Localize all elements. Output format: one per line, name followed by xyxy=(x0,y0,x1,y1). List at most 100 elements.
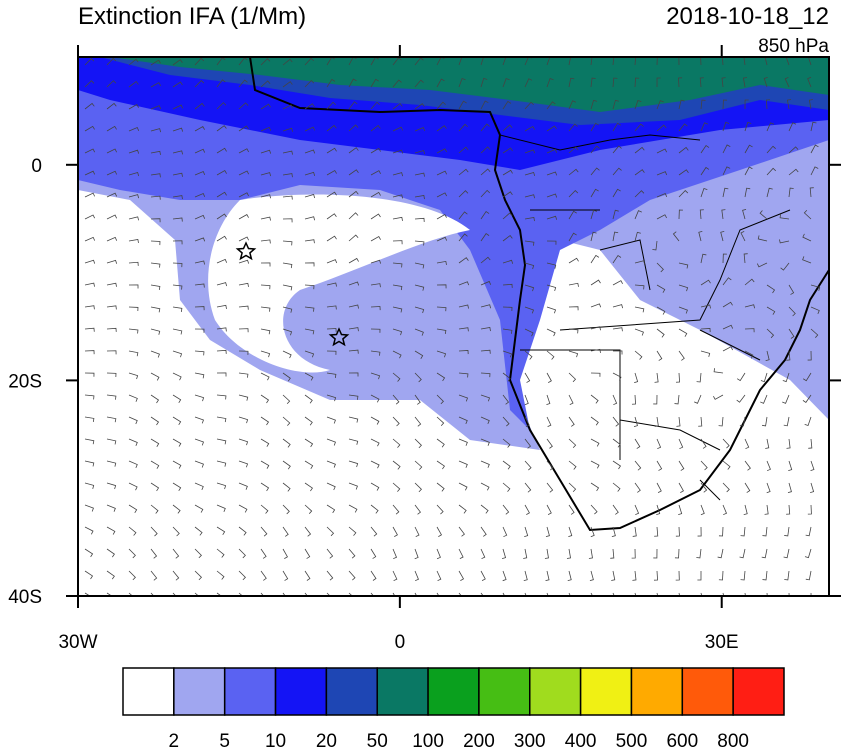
wind-barb xyxy=(698,231,703,242)
wind-barb xyxy=(128,394,138,402)
wind-barb xyxy=(480,548,486,560)
wind-barb xyxy=(304,504,313,514)
wind-barb xyxy=(392,394,400,405)
wind-barb xyxy=(326,169,337,176)
wind-barb xyxy=(392,240,403,245)
wind-barb xyxy=(722,460,731,470)
wind-barb xyxy=(700,99,706,110)
wind-barb xyxy=(172,217,183,222)
wind-barb xyxy=(172,195,183,200)
wind-barb xyxy=(804,548,812,559)
wind-barb xyxy=(392,350,402,359)
wind-barb xyxy=(766,328,775,339)
wind-barb xyxy=(194,237,206,242)
wind-barb xyxy=(348,416,359,423)
wind-barb xyxy=(612,145,622,154)
wind-barb xyxy=(348,327,359,332)
wind-barb xyxy=(150,504,159,514)
wind-barb xyxy=(370,438,380,447)
wind-barb xyxy=(238,148,249,154)
wind-barb xyxy=(326,438,336,446)
wind-barb xyxy=(304,103,315,110)
wind-barb xyxy=(436,394,444,405)
wind-barb xyxy=(106,192,118,198)
wind-barb xyxy=(722,482,730,493)
wind-barb xyxy=(304,57,314,66)
wind-barb xyxy=(612,254,622,264)
wind-barb xyxy=(480,77,488,88)
wind-barb xyxy=(128,284,139,289)
wind-barb xyxy=(480,416,490,425)
wind-barb xyxy=(238,102,249,110)
colorbar-box xyxy=(681,667,734,716)
wind-barb xyxy=(568,328,579,334)
wind-barb xyxy=(740,570,746,581)
wind-barb xyxy=(436,125,447,132)
wind-barb xyxy=(282,81,293,88)
wind-barb xyxy=(502,526,508,538)
wind-barb xyxy=(808,99,813,110)
wind-barb xyxy=(216,102,227,110)
wind-barb xyxy=(590,254,600,264)
wind-barb xyxy=(326,305,337,310)
wind-barb xyxy=(326,259,338,264)
wind-barb xyxy=(766,167,777,176)
wind-barb xyxy=(282,372,291,382)
valid-time: 2018-10-18_12 xyxy=(666,3,829,30)
y-tick-label: 20S xyxy=(8,371,42,392)
wind-barb xyxy=(612,482,621,492)
wind-barb xyxy=(282,173,293,178)
wind-barb xyxy=(524,194,536,199)
wind-barb xyxy=(634,438,641,449)
wind-barb xyxy=(458,504,467,514)
wind-barb xyxy=(370,504,379,514)
wind-barb xyxy=(392,172,404,177)
wind-barb xyxy=(766,482,771,494)
wind-barb xyxy=(194,482,204,491)
wind-barb xyxy=(546,240,557,245)
colorbar-label: 100 xyxy=(412,731,444,750)
wind-barb xyxy=(414,416,422,427)
wind-barb xyxy=(590,57,593,66)
wind-barb xyxy=(436,570,442,582)
wind-barb xyxy=(348,570,356,581)
wind-barb xyxy=(370,460,380,469)
wind-barb xyxy=(810,121,817,132)
wind-barb xyxy=(590,122,599,132)
wind-barb xyxy=(803,209,812,220)
wind-barb xyxy=(326,460,336,468)
wind-barb xyxy=(524,372,531,383)
wind-barb xyxy=(172,482,182,492)
wind-barb xyxy=(524,78,533,88)
wind-barb xyxy=(524,101,534,110)
colorbar-label: 50 xyxy=(367,731,388,750)
wind-barb xyxy=(282,416,291,426)
wind-barb xyxy=(744,304,756,309)
wind-barb xyxy=(502,438,511,448)
wind-barb xyxy=(238,460,249,468)
wind-barb xyxy=(370,101,380,110)
wind-barb xyxy=(326,101,336,110)
wind-barb xyxy=(696,548,702,559)
wind-barb xyxy=(656,171,668,176)
wind-barb xyxy=(544,548,549,559)
wind-barb xyxy=(106,482,117,490)
wind-barb xyxy=(612,99,619,110)
wind-barb xyxy=(282,460,291,470)
wind-barb xyxy=(810,306,820,315)
wind-barb xyxy=(370,350,381,356)
colorbar-label: 2 xyxy=(169,731,180,750)
wind-barb xyxy=(763,76,768,88)
wind-barb xyxy=(436,78,445,88)
wind-barb xyxy=(808,438,813,449)
wind-barb xyxy=(172,262,183,268)
wind-barb xyxy=(348,78,357,88)
wind-barb xyxy=(634,190,645,198)
wind-barb xyxy=(348,460,359,468)
colorbar-box xyxy=(427,667,480,716)
wind-barb xyxy=(128,570,136,581)
wind-barb xyxy=(786,99,792,110)
wind-barb xyxy=(84,460,95,467)
wind-barb xyxy=(502,147,513,154)
clean-patches xyxy=(560,280,620,420)
